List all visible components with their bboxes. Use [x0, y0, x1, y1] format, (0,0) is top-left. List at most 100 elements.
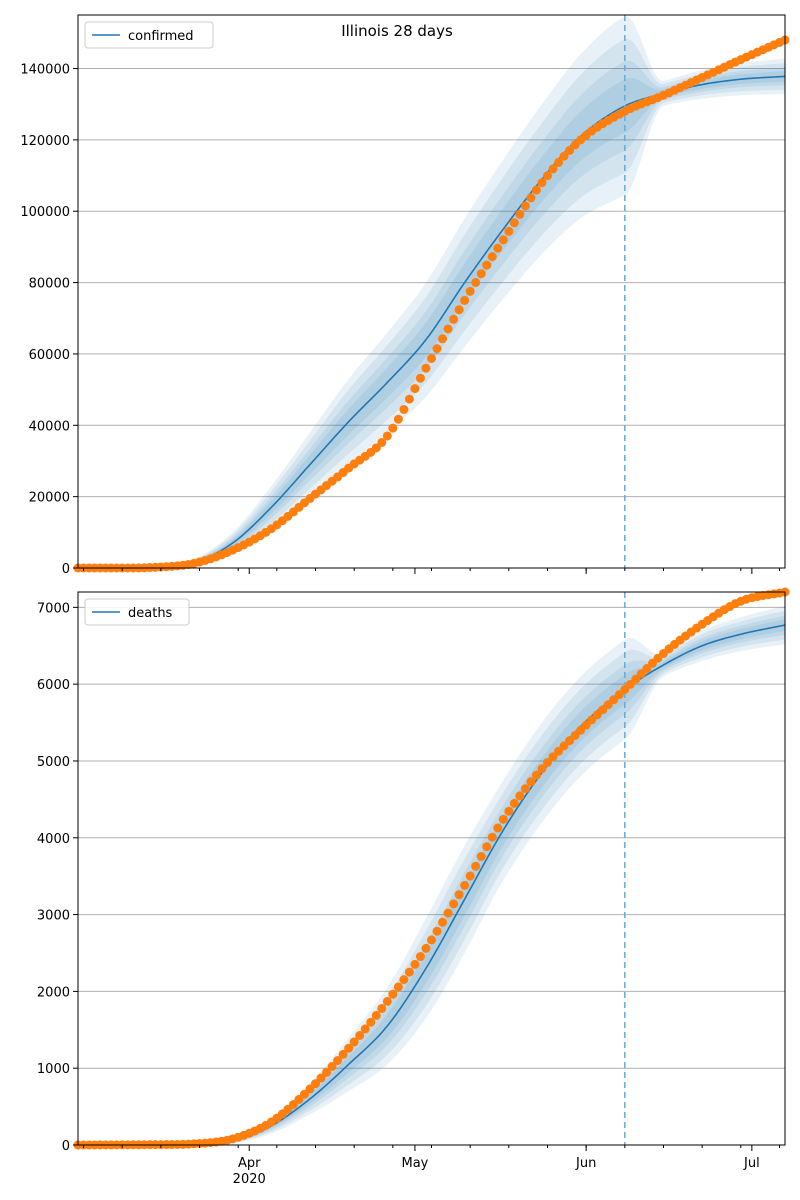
observed-point: [410, 959, 420, 969]
y-tick-label: 0: [62, 562, 70, 577]
observed-point: [565, 145, 575, 155]
model-line: [78, 624, 786, 1146]
x-tick-label: Apr: [238, 1156, 261, 1171]
observed-point: [531, 770, 541, 780]
observed-point: [498, 814, 508, 824]
observed-point: [504, 226, 514, 236]
y-tick-label: 100000: [20, 205, 70, 220]
observed-point: [515, 209, 525, 219]
confidence-band: [78, 38, 785, 568]
observed-point: [471, 861, 481, 871]
observed-point: [404, 394, 414, 404]
confidence-band: [78, 60, 785, 569]
confidence-band: [78, 71, 785, 568]
y-tick-label: 7000: [37, 601, 70, 616]
observed-point: [377, 437, 387, 447]
observed-point: [393, 414, 403, 424]
confidence-band: [78, 619, 785, 1145]
observed-point: [493, 243, 503, 253]
observed-point: [322, 1067, 332, 1077]
observed-point: [366, 1017, 376, 1027]
observed-point: [526, 193, 536, 203]
observed-point: [487, 832, 497, 842]
observed-point: [559, 151, 569, 161]
x-tick-label: Jun: [575, 1156, 596, 1171]
observed-point: [460, 880, 470, 890]
observed-point: [537, 178, 547, 188]
observed-point: [333, 1056, 343, 1066]
observed-point: [404, 967, 414, 977]
observed-point: [482, 842, 492, 852]
legend-label: deaths: [128, 606, 173, 621]
observed-point: [504, 806, 514, 816]
observed-point: [427, 353, 436, 363]
observed-point: [476, 852, 486, 861]
legend-label: confirmed: [128, 29, 194, 44]
observed-point: [344, 1043, 354, 1053]
observed-point: [515, 791, 525, 801]
observed-point: [531, 185, 541, 195]
observed-point: [382, 431, 392, 441]
observed-point: [338, 1049, 348, 1059]
observed-point: [377, 1003, 387, 1013]
observed-point: [421, 363, 431, 373]
observed-point: [465, 286, 475, 296]
observed-point: [388, 423, 398, 433]
deaths-panel: 0 1000 2000 3000 4000 5000 6000 7000 deaths: [37, 587, 790, 1154]
observed-point: [327, 1062, 337, 1071]
observed-point: [460, 295, 470, 305]
observed-point: [360, 1024, 370, 1034]
observed-point: [471, 277, 481, 287]
observed-point: [393, 982, 403, 992]
confirmed-panel: 0 20000 40000 60000 80000 100000 120000 140000 c…: [20, 14, 790, 577]
observed-point: [487, 252, 497, 262]
observed-point: [548, 164, 558, 174]
y-tick-label: 3000: [37, 909, 70, 924]
observed-point: [399, 975, 409, 985]
observed-point: [537, 764, 547, 774]
legend: deaths: [84, 598, 190, 626]
observed-point: [415, 373, 425, 383]
observed-point: [465, 871, 475, 881]
observed-point: [454, 890, 464, 900]
observed-point: [449, 314, 459, 324]
observed-point: [548, 752, 558, 762]
figure-title: Illinois 28 days: [341, 22, 453, 40]
observed-point: [509, 218, 519, 228]
y-tick-label: 2000: [37, 985, 70, 1000]
y-tick-label: 60000: [29, 348, 70, 363]
axes-frame: [77, 591, 786, 1146]
y-tick-label: 40000: [29, 419, 70, 434]
y-tick-label: 1000: [37, 1062, 70, 1077]
observed-point: [454, 305, 464, 315]
observed-point: [349, 1037, 359, 1047]
x-tick-label: Jul: [743, 1156, 760, 1171]
observed-point: [388, 989, 398, 999]
confidence-band: [78, 16, 785, 568]
observed-point: [526, 777, 536, 787]
confidence-band: [78, 615, 785, 1145]
observed-point: [399, 404, 409, 414]
x-tick-label: May: [401, 1156, 428, 1171]
x-year-label: 2020: [233, 1172, 266, 1187]
observed-point: [371, 1010, 381, 1020]
observed-point: [432, 926, 442, 936]
observed-point: [520, 784, 530, 794]
observed-point: [542, 171, 552, 181]
observed-point: [438, 334, 448, 344]
y-tick-label: 4000: [37, 832, 70, 847]
observed-point: [493, 823, 503, 833]
observed-point: [415, 952, 425, 962]
observed-point: [449, 899, 459, 909]
legend-box: [84, 21, 214, 49]
confidence-band: [78, 610, 785, 1145]
y-tick-label: 20000: [29, 491, 70, 506]
observed-point: [371, 443, 381, 453]
y-tick-label: 6000: [37, 678, 70, 693]
observed-point: [311, 1079, 321, 1089]
observed-point: [421, 943, 431, 953]
observed-point: [305, 1084, 315, 1094]
observed-point: [382, 996, 392, 1006]
legend: confirmed: [84, 21, 214, 49]
